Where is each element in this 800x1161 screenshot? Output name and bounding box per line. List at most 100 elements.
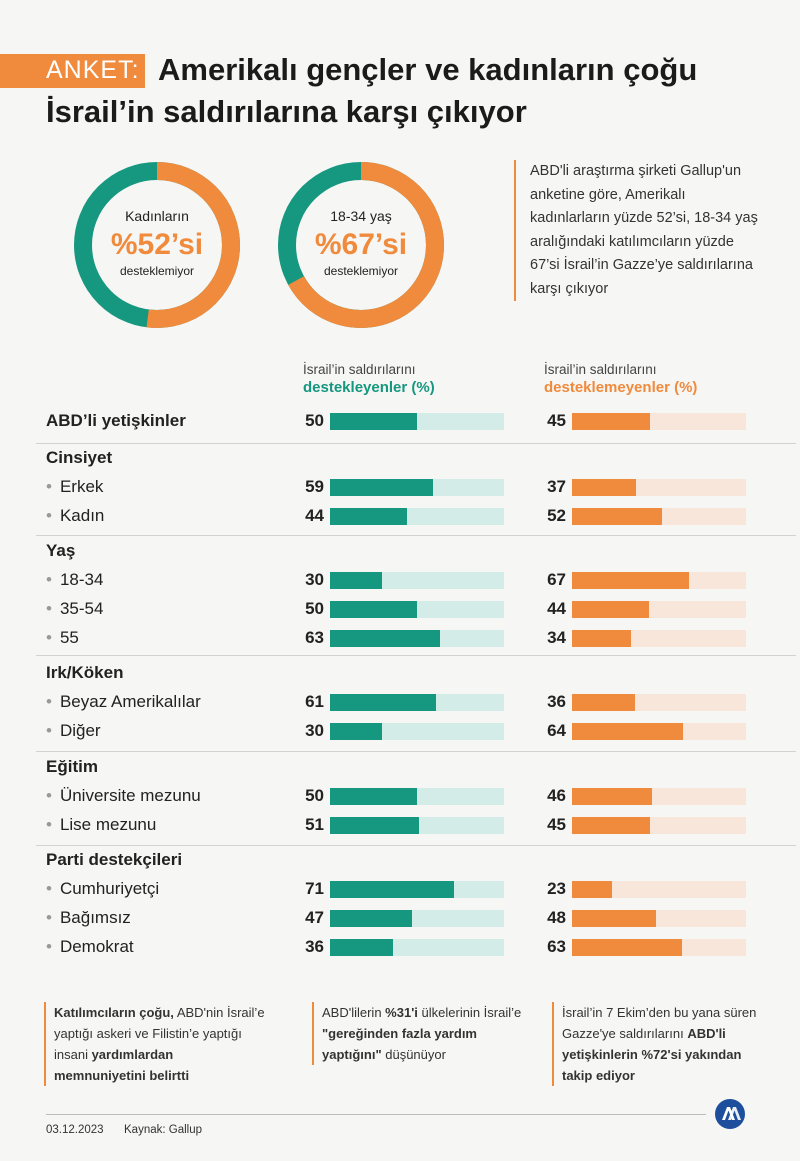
donut-chart-youth bbox=[278, 162, 444, 328]
oppose-value: 34 bbox=[547, 628, 566, 647]
bullet-icon: • bbox=[46, 815, 52, 834]
row-label-text: Cumhuriyetçi bbox=[59, 879, 160, 898]
support-value: 51 bbox=[305, 815, 324, 834]
support-bar bbox=[330, 788, 417, 805]
note-emphasis: Katılımcıların çoğu, bbox=[54, 1005, 174, 1020]
support-bar bbox=[330, 881, 454, 898]
support-bar-track bbox=[330, 630, 504, 647]
row-label: • 18-34 bbox=[46, 570, 103, 590]
row-label: • Erkek bbox=[46, 477, 103, 497]
oppose-bar bbox=[572, 572, 689, 589]
support-bar-track bbox=[330, 723, 504, 740]
row-label-text: Lise mezunu bbox=[59, 815, 157, 834]
oppose-bar-track bbox=[572, 788, 746, 805]
donut-label: Kadınların bbox=[125, 208, 189, 224]
footnote-2: ABD'lilerin %31'i ülkelerinin İsrail’e "… bbox=[312, 1002, 522, 1065]
oppose-value: 48 bbox=[547, 908, 566, 927]
row-label: • Cumhuriyetçi bbox=[46, 879, 159, 899]
support-bar-track bbox=[330, 910, 504, 927]
section-divider bbox=[36, 535, 796, 536]
row-label-text: Erkek bbox=[59, 477, 104, 496]
support-bar bbox=[330, 694, 437, 711]
bullet-icon: • bbox=[46, 721, 52, 740]
bullet-icon: • bbox=[46, 477, 52, 496]
row-label: • Lise mezunu bbox=[46, 815, 156, 835]
oppose-bar-track bbox=[572, 413, 746, 430]
section-label: ABD’li yetişkinler bbox=[46, 411, 186, 430]
oppose-bar bbox=[572, 694, 635, 711]
survey-tag-text: ANKET: bbox=[46, 56, 140, 84]
support-bar bbox=[330, 413, 417, 430]
note-text: ABD'nin İsrail’e yaptığı askeri ve Filis… bbox=[54, 1005, 265, 1062]
row-label-text: Kadın bbox=[59, 506, 105, 525]
column-header-oppose: İsrail’in saldırılarını desteklemeyenler… bbox=[544, 362, 697, 396]
oppose-bar bbox=[572, 630, 632, 647]
row-label: • Bağımsız bbox=[46, 908, 131, 928]
oppose-bar-track bbox=[572, 694, 746, 711]
oppose-bar-track bbox=[572, 508, 746, 525]
bullet-icon: • bbox=[46, 879, 52, 898]
oppose-value: 52 bbox=[547, 506, 566, 525]
support-bar bbox=[330, 572, 383, 589]
donut-percent: %67’si bbox=[314, 228, 408, 261]
support-value: 71 bbox=[305, 879, 324, 898]
footer-divider bbox=[46, 1114, 706, 1115]
section-label: Yaş bbox=[46, 541, 76, 560]
oppose-bar bbox=[572, 881, 613, 898]
oppose-value: 23 bbox=[547, 879, 566, 898]
row-label-text: 18-34 bbox=[59, 570, 104, 589]
donut-sub: desteklemiyor bbox=[119, 264, 195, 278]
oppose-bar bbox=[572, 788, 653, 805]
oppose-bar-track bbox=[572, 723, 746, 740]
support-bar bbox=[330, 630, 440, 647]
note-text: İsrail’in 7 Ekim’den bu yana süren Gazze… bbox=[562, 1005, 757, 1041]
bullet-icon: • bbox=[46, 628, 52, 647]
support-value: 30 bbox=[305, 721, 324, 740]
bullet-icon: • bbox=[46, 599, 52, 618]
footer-date: 03.12.2023 bbox=[46, 1124, 104, 1136]
row-label-text: Diğer bbox=[59, 721, 101, 740]
oppose-bar bbox=[572, 817, 651, 834]
support-bar-track bbox=[330, 881, 504, 898]
bullet-icon: • bbox=[46, 786, 52, 805]
row-label: • Üniversite mezunu bbox=[46, 786, 201, 806]
oppose-value: 45 bbox=[547, 815, 566, 834]
bullet-icon: • bbox=[46, 506, 52, 525]
support-bar bbox=[330, 723, 383, 740]
support-value: 61 bbox=[305, 692, 324, 711]
support-bar-track bbox=[330, 788, 504, 805]
bullet-icon: • bbox=[46, 937, 52, 956]
note-emphasis: ABD'li yetişkinlerin %72'si yakından tak… bbox=[562, 1026, 742, 1083]
oppose-bar-track bbox=[572, 939, 746, 956]
note-emphasis: "gereğinden fazla yardım yaptığını" bbox=[322, 1026, 477, 1062]
support-value: 36 bbox=[305, 937, 324, 956]
row-label: • Kadın bbox=[46, 506, 104, 526]
oppose-value: 46 bbox=[547, 786, 566, 805]
donut-arc-oppose bbox=[278, 162, 444, 328]
oppose-value: 37 bbox=[547, 477, 566, 496]
oppose-bar-track bbox=[572, 630, 746, 647]
support-bar bbox=[330, 479, 433, 496]
aa-logo-icon bbox=[715, 1099, 745, 1129]
section-label: Cinsiyet bbox=[46, 448, 113, 467]
support-bar bbox=[330, 817, 419, 834]
note-emphasis: yardımlardan memnuniyetini belirtti bbox=[54, 1047, 190, 1083]
donut-percent: %52’si bbox=[110, 228, 204, 261]
row-label-text: Bağımsız bbox=[59, 908, 131, 927]
note-text: düşünüyor bbox=[381, 1047, 446, 1062]
section-divider bbox=[36, 443, 796, 444]
support-bar-track bbox=[330, 572, 504, 589]
section-label: Eğitim bbox=[46, 757, 98, 776]
oppose-value: 63 bbox=[547, 937, 566, 956]
intro-text: ABD'li araştırma şirketi Gallup'un anket… bbox=[514, 160, 764, 301]
row-label-text: 35-54 bbox=[59, 599, 104, 618]
support-bar bbox=[330, 910, 412, 927]
oppose-bar bbox=[572, 413, 651, 430]
column-header-support-small: İsrail’in saldırılarını bbox=[303, 362, 416, 377]
donut-youth: 18-34 yaş %67’si desteklemiyor bbox=[276, 160, 446, 330]
footnote-3: İsrail’in 7 Ekim’den bu yana süren Gazze… bbox=[552, 1002, 762, 1086]
donut-sub: desteklemiyor bbox=[323, 264, 399, 278]
support-value: 44 bbox=[305, 506, 324, 525]
support-bar bbox=[330, 939, 393, 956]
support-value: 50 bbox=[305, 786, 324, 805]
